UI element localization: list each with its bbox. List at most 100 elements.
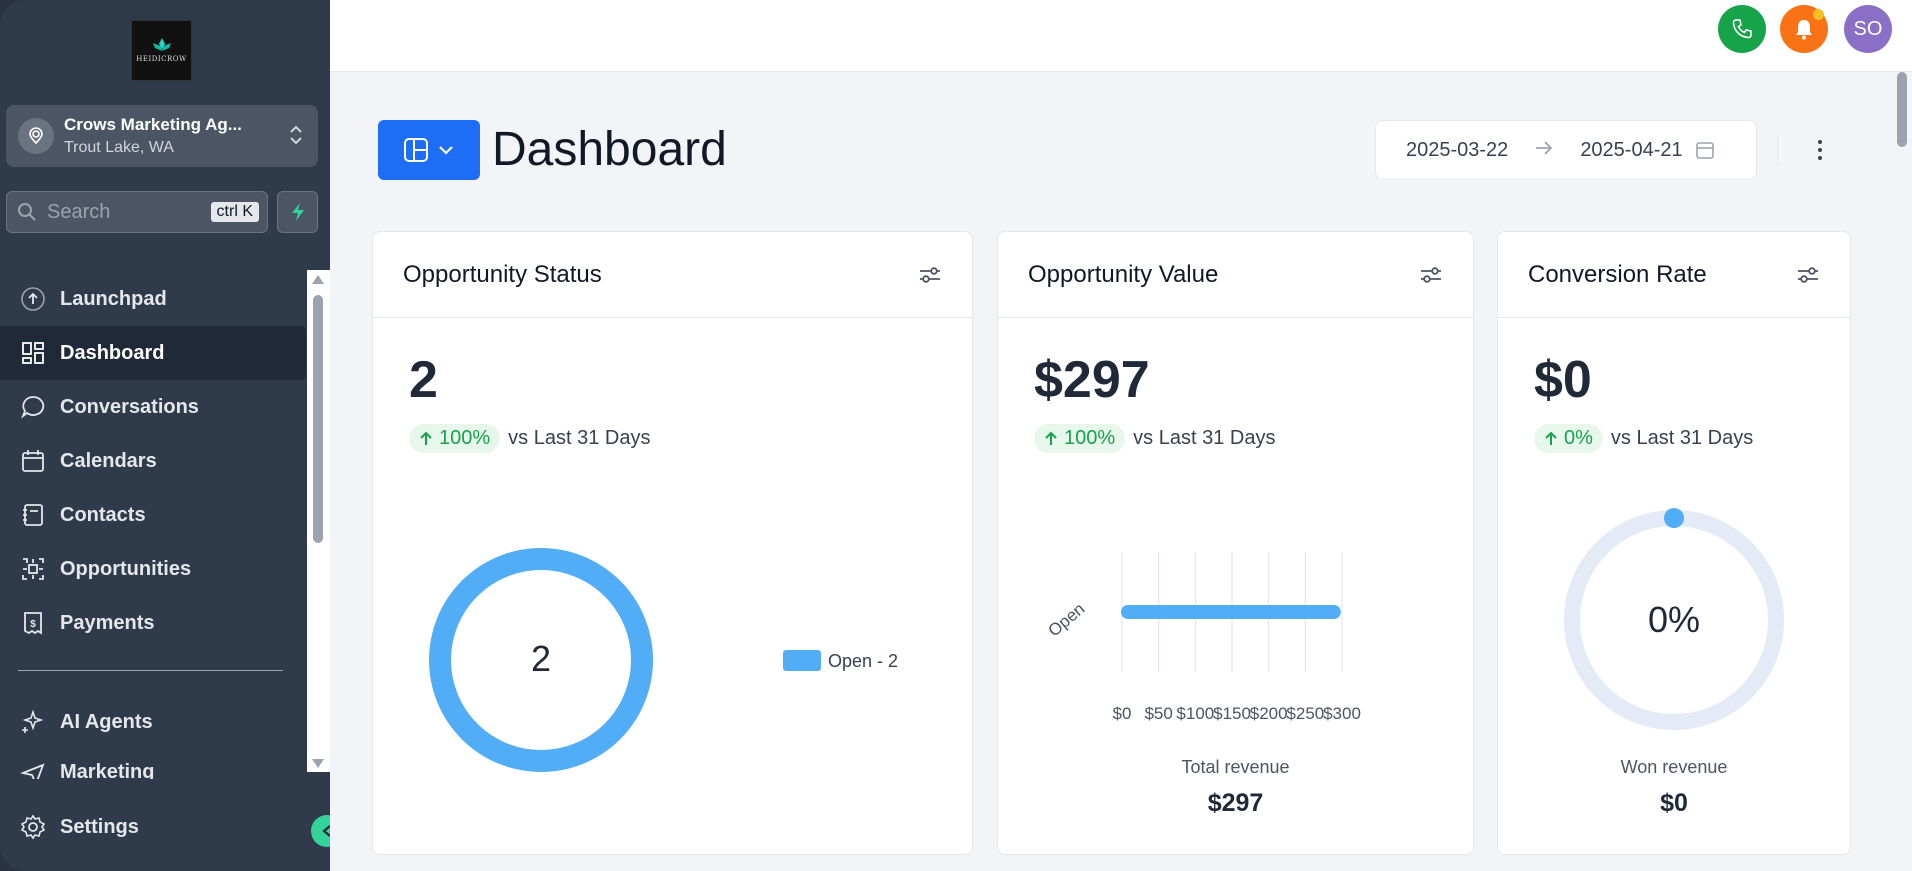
sidebar-item-dashboard[interactable]: Dashboard bbox=[0, 326, 306, 380]
filter-sliders-icon[interactable] bbox=[1419, 265, 1443, 285]
metric-value: 2 bbox=[409, 351, 438, 409]
sidebar-item-payments[interactable]: $ Payments bbox=[0, 596, 306, 650]
trend-value: 100% bbox=[1064, 427, 1116, 449]
sidebar-scrollbar[interactable] bbox=[307, 270, 330, 772]
sidebar-item-label: Marketing bbox=[60, 761, 155, 779]
trend-value: 100% bbox=[439, 427, 491, 449]
scroll-up-arrow-icon[interactable] bbox=[312, 275, 324, 284]
notifications-button[interactable] bbox=[1780, 5, 1828, 53]
chart-footer-value: $0 bbox=[1660, 789, 1688, 817]
scrollbar-thumb[interactable] bbox=[313, 295, 323, 543]
launchpad-icon bbox=[21, 287, 45, 311]
sidebar-item-ai-agents[interactable]: AI Agents bbox=[0, 695, 306, 749]
header-separator bbox=[1777, 134, 1778, 166]
date-end[interactable]: 2025-04-21 bbox=[1580, 138, 1683, 161]
x-tick-label: $200 bbox=[1250, 704, 1288, 723]
x-tick-label: $300 bbox=[1323, 704, 1361, 723]
dashboard-switcher-button[interactable] bbox=[378, 120, 480, 180]
x-tick-label: $100 bbox=[1176, 704, 1214, 723]
calendar-icon bbox=[1695, 142, 1714, 159]
sidebar-item-label: Dashboard bbox=[60, 341, 165, 364]
card-title: Conversion Rate bbox=[1528, 260, 1707, 288]
gear-icon bbox=[20, 814, 46, 840]
card-title: Opportunity Value bbox=[1028, 260, 1219, 288]
trend-badge: 0% bbox=[1534, 424, 1603, 453]
donut-chart: 2 Open - 2 bbox=[429, 548, 898, 772]
phone-button[interactable] bbox=[1718, 5, 1766, 53]
bell-icon bbox=[1796, 20, 1812, 40]
settings-label: Settings bbox=[60, 815, 139, 838]
more-options-icon[interactable] bbox=[1808, 135, 1832, 165]
conversion-rate-card: Conversion Rate $0 0% vs Last 31 Days 0%… bbox=[1497, 231, 1851, 855]
company-logo[interactable]: HEIDICROW bbox=[131, 20, 192, 81]
contacts-icon bbox=[23, 504, 43, 526]
trend-badge: 100% bbox=[409, 424, 501, 453]
location-pin-icon bbox=[18, 118, 54, 154]
sidebar-item-label: Launchpad bbox=[60, 287, 167, 310]
sidebar-nav-secondary: AI Agents Marketing bbox=[0, 695, 306, 779]
arrow-up-icon bbox=[1045, 431, 1057, 445]
sidebar-item-label: AI Agents bbox=[60, 710, 153, 733]
search-icon bbox=[18, 203, 36, 221]
sidebar-item-label: Opportunities bbox=[60, 557, 192, 580]
scroll-down-arrow-icon[interactable] bbox=[312, 759, 324, 768]
sidebar-item-label: Conversations bbox=[60, 395, 199, 418]
opportunity-status-card: Opportunity Status 2 100% vs Last 31 Day… bbox=[372, 231, 973, 855]
x-tick-label: $50 bbox=[1144, 704, 1172, 723]
user-avatar[interactable]: SO bbox=[1844, 5, 1892, 53]
sidebar-item-marketing[interactable]: Marketing bbox=[0, 749, 306, 779]
sidebar-item-conversations[interactable]: Conversations bbox=[0, 380, 306, 434]
card-title: Opportunity Status bbox=[403, 260, 602, 288]
horizontal-bar-chart: $0 $50 $100$150$200$250$300 Open bbox=[1044, 552, 1361, 723]
date-start[interactable]: 2025-03-22 bbox=[1406, 138, 1509, 161]
sidebar-item-contacts[interactable]: Contacts bbox=[0, 488, 306, 542]
location-city: Trout Lake, WA bbox=[64, 139, 174, 156]
donut-center-label: 2 bbox=[531, 638, 551, 679]
chevron-left-icon bbox=[322, 825, 331, 837]
search-shortcut: ctrl K bbox=[210, 202, 259, 222]
bolt-icon bbox=[291, 203, 304, 221]
sidebar-item-calendars[interactable]: Calendars bbox=[0, 434, 306, 488]
notification-dot bbox=[1813, 9, 1824, 20]
layout-icon bbox=[404, 138, 428, 162]
location-switcher[interactable]: Crows Marketing Ag... Trout Lake, WA bbox=[6, 105, 318, 167]
opportunities-icon bbox=[22, 558, 44, 580]
sidebar-item-launchpad[interactable]: Launchpad bbox=[0, 272, 306, 326]
sidebar-item-label: Contacts bbox=[60, 503, 146, 526]
calendar-icon bbox=[22, 450, 44, 472]
dashboard-icon bbox=[22, 342, 44, 364]
legend-label: Open - 2 bbox=[828, 651, 898, 671]
trend-badge: 100% bbox=[1034, 424, 1126, 453]
chevron-updown-icon bbox=[286, 124, 306, 148]
sidebar-divider bbox=[18, 670, 283, 671]
trend-compare: vs Last 31 Days bbox=[508, 427, 651, 449]
donut-ring bbox=[429, 548, 653, 772]
chart-footer-label: Total revenue bbox=[1181, 757, 1290, 777]
chevron-down-icon bbox=[439, 146, 453, 155]
phone-icon bbox=[1732, 19, 1752, 39]
main-scrollbar[interactable] bbox=[1892, 72, 1912, 871]
search-box[interactable]: Search ctrl K bbox=[6, 191, 268, 233]
filter-sliders-icon[interactable] bbox=[1796, 265, 1820, 285]
quick-actions-button[interactable] bbox=[277, 191, 318, 233]
x-tick-label: $250 bbox=[1286, 704, 1324, 723]
y-category-label: Open bbox=[1044, 599, 1088, 640]
trend-value: 0% bbox=[1564, 427, 1593, 449]
date-range-picker[interactable]: 2025-03-22 2025-04-21 bbox=[1375, 120, 1757, 180]
page-title: Dashboard bbox=[492, 123, 727, 176]
filter-sliders-icon[interactable] bbox=[918, 265, 942, 285]
sidebar-item-settings[interactable]: Settings bbox=[0, 800, 300, 854]
svg-text:$: $ bbox=[30, 619, 36, 630]
sidebar-item-label: Calendars bbox=[60, 449, 157, 472]
sidebar-nav: Launchpad Dashboard Conversations Calend… bbox=[0, 272, 306, 650]
trend-compare: vs Last 31 Days bbox=[1133, 427, 1276, 449]
scrollbar-thumb[interactable] bbox=[1897, 72, 1907, 147]
opportunity-value-card: Opportunity Value $297 100% vs Last 31 D… bbox=[997, 231, 1474, 855]
sidebar-item-opportunities[interactable]: Opportunities bbox=[0, 542, 306, 596]
arrow-up-icon bbox=[1545, 431, 1557, 445]
chat-icon bbox=[20, 396, 45, 419]
location-name: Crows Marketing Ag... bbox=[64, 115, 242, 134]
chart-footer-label: Won revenue bbox=[1620, 757, 1728, 777]
arrow-right-icon bbox=[1534, 139, 1554, 162]
payments-icon: $ bbox=[24, 612, 42, 635]
